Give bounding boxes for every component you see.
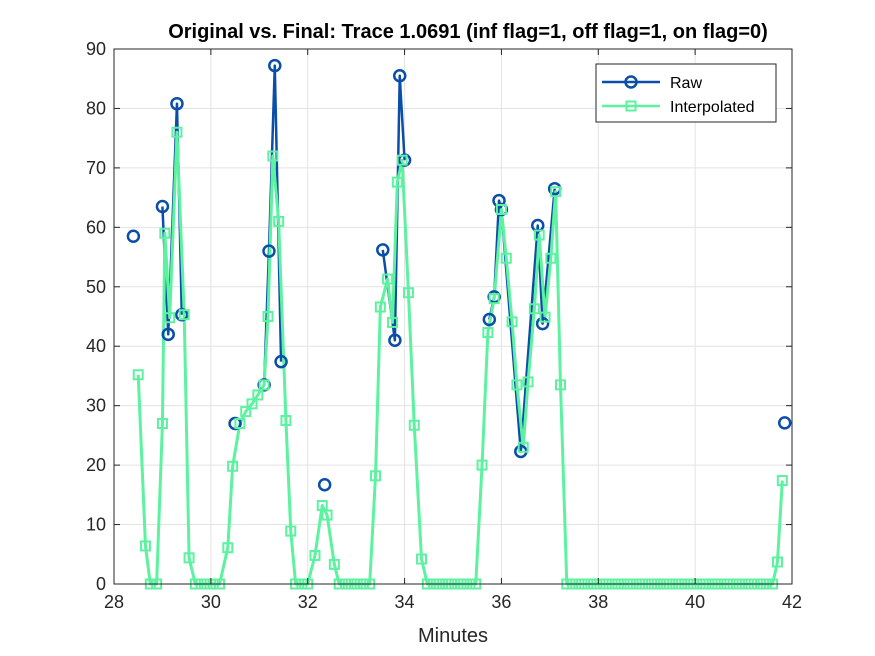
plot-area <box>114 49 792 584</box>
raw-point <box>388 333 402 348</box>
raw-point <box>161 327 175 342</box>
interpolated-point <box>539 311 551 323</box>
interpolated-point <box>171 126 183 138</box>
interpolated-point <box>139 540 151 552</box>
interpolated-point <box>391 176 403 188</box>
raw-point <box>535 316 550 331</box>
x-tick-label: 36 <box>491 592 511 612</box>
interpolated-point <box>500 252 512 264</box>
interpolated-point <box>408 419 420 431</box>
legend-interpolated-label: Interpolated <box>670 99 755 116</box>
interpolated-point <box>545 252 557 264</box>
interpolated-point <box>132 369 144 381</box>
interpolated-point <box>533 229 545 241</box>
interpolated-point <box>555 379 567 391</box>
x-tick-label: 40 <box>685 592 705 612</box>
axes-box <box>113 48 793 585</box>
interpolated-point <box>267 150 279 162</box>
interpolated-point <box>240 406 252 418</box>
raw-point <box>376 243 390 257</box>
interpolated-point <box>309 549 321 561</box>
interpolated-point <box>550 186 562 198</box>
raw-point <box>392 69 407 83</box>
interpolated-point <box>159 227 171 239</box>
interpolated-point <box>776 475 788 487</box>
interpolated-point <box>164 312 176 324</box>
y-tick-label: 80 <box>86 98 106 118</box>
interpolated-point <box>321 509 333 521</box>
interpolated-point <box>511 379 523 391</box>
legend-raw-label: Raw <box>670 75 702 92</box>
y-tick-label: 50 <box>86 277 106 297</box>
raw-point <box>155 199 170 214</box>
raw-point <box>482 312 497 327</box>
interpolated-point <box>285 525 297 537</box>
x-tick-label: 42 <box>782 592 802 612</box>
interpolated-point <box>370 470 382 482</box>
interpolated-point <box>262 311 274 322</box>
x-tick-label: 34 <box>395 592 415 612</box>
legend-raw-marker <box>624 75 638 89</box>
interpolated-point <box>258 379 270 391</box>
interpolated-point <box>771 556 783 568</box>
y-tick-label: 70 <box>86 158 106 178</box>
y-tick-label: 20 <box>86 455 106 475</box>
interpolated-point <box>374 301 386 313</box>
interpolated-point <box>222 542 234 554</box>
interpolated-point <box>528 303 540 315</box>
interpolated-point <box>402 287 414 299</box>
interpolated-point <box>386 316 398 328</box>
interpolated-point <box>234 418 246 429</box>
interpolated-point <box>396 154 408 166</box>
raw-point <box>268 58 282 73</box>
interpolated-point <box>495 204 507 215</box>
interpolated-point <box>227 460 239 472</box>
interpolated-point <box>506 316 518 328</box>
interpolated-point <box>476 459 488 471</box>
x-tick-label: 28 <box>104 592 124 612</box>
interpolated-point <box>280 415 292 427</box>
raw-point <box>126 229 141 243</box>
interpolated-point <box>246 398 258 410</box>
raw-point <box>170 96 184 111</box>
interpolated-point <box>482 327 494 339</box>
interpolated-point <box>416 553 428 565</box>
legend-box <box>595 63 777 123</box>
y-tick-label: 40 <box>86 336 106 356</box>
x-tick-label: 30 <box>201 592 221 612</box>
interpolated-point <box>522 376 534 388</box>
axis-ticks: 28 30 32 34 36 38 40 42 0 10 20 30 40 50 60 70 80 90 <box>86 39 802 612</box>
interpolated-point <box>382 273 394 285</box>
interpolated-point <box>488 293 500 305</box>
y-tick-label: 30 <box>86 396 106 416</box>
chart-title: Original vs. Final: Trace 1.0691 (inf fl… <box>168 21 768 43</box>
legend: Raw Interpolated <box>595 63 777 123</box>
interpolated-point <box>328 558 340 570</box>
interpolated-point <box>183 552 195 564</box>
series-layer <box>126 58 792 590</box>
raw-point <box>262 244 276 258</box>
interpolated-point <box>252 389 264 401</box>
y-tick-label: 60 <box>86 217 106 237</box>
y-tick-label: 0 <box>96 574 106 594</box>
interpolated-point <box>517 441 529 453</box>
x-tick-label: 32 <box>298 592 318 612</box>
interpolated-point <box>178 309 190 321</box>
interpolated-point <box>156 418 168 429</box>
raw-point <box>777 416 792 430</box>
interpolated-point <box>273 215 285 227</box>
x-tick-label: 38 <box>588 592 608 612</box>
y-tick-label: 90 <box>86 39 106 59</box>
legend-interpolated-marker <box>625 100 637 112</box>
raw-point <box>317 477 332 492</box>
raw-point <box>274 354 288 369</box>
x-axis-label: Minutes <box>418 625 488 647</box>
y-tick-label: 10 <box>86 515 106 535</box>
raw-point <box>492 193 506 208</box>
